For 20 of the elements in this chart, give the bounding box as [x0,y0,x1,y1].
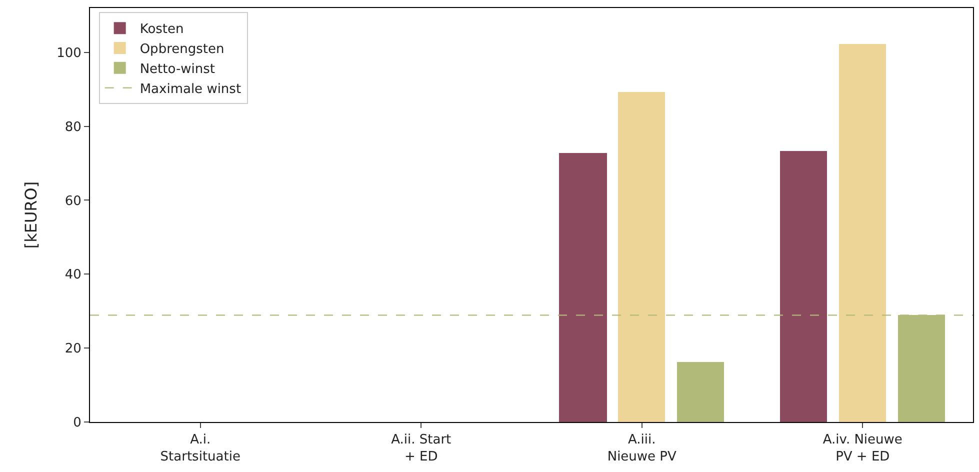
bar [677,362,724,422]
legend-label: Maximale winst [140,82,242,97]
bar [618,92,665,422]
y-axis-title: [kEURO] [21,181,40,249]
legend-label: Opbrengsten [140,42,224,58]
bar [559,153,607,422]
legend-label: Netto-winst [140,62,215,77]
y-tick-label: 80 [64,120,82,135]
x-tick-label: A.iv. Nieuwe PV + ED [822,432,902,464]
y-tick-label: 100 [56,46,82,61]
legend-label: Kosten [140,22,184,38]
bar [839,44,886,422]
y-tick-label: 60 [64,194,82,209]
x-tick-label: A.i. Startsituatie [160,432,240,464]
bar [780,151,827,422]
y-tick-label: 20 [64,342,82,357]
y-tick-label: 0 [73,416,82,431]
x-tick-label: A.iii. Nieuwe PV [607,432,677,464]
y-tick-label: 40 [64,268,82,283]
x-tick-label: A.ii. Start + ED [391,432,452,464]
